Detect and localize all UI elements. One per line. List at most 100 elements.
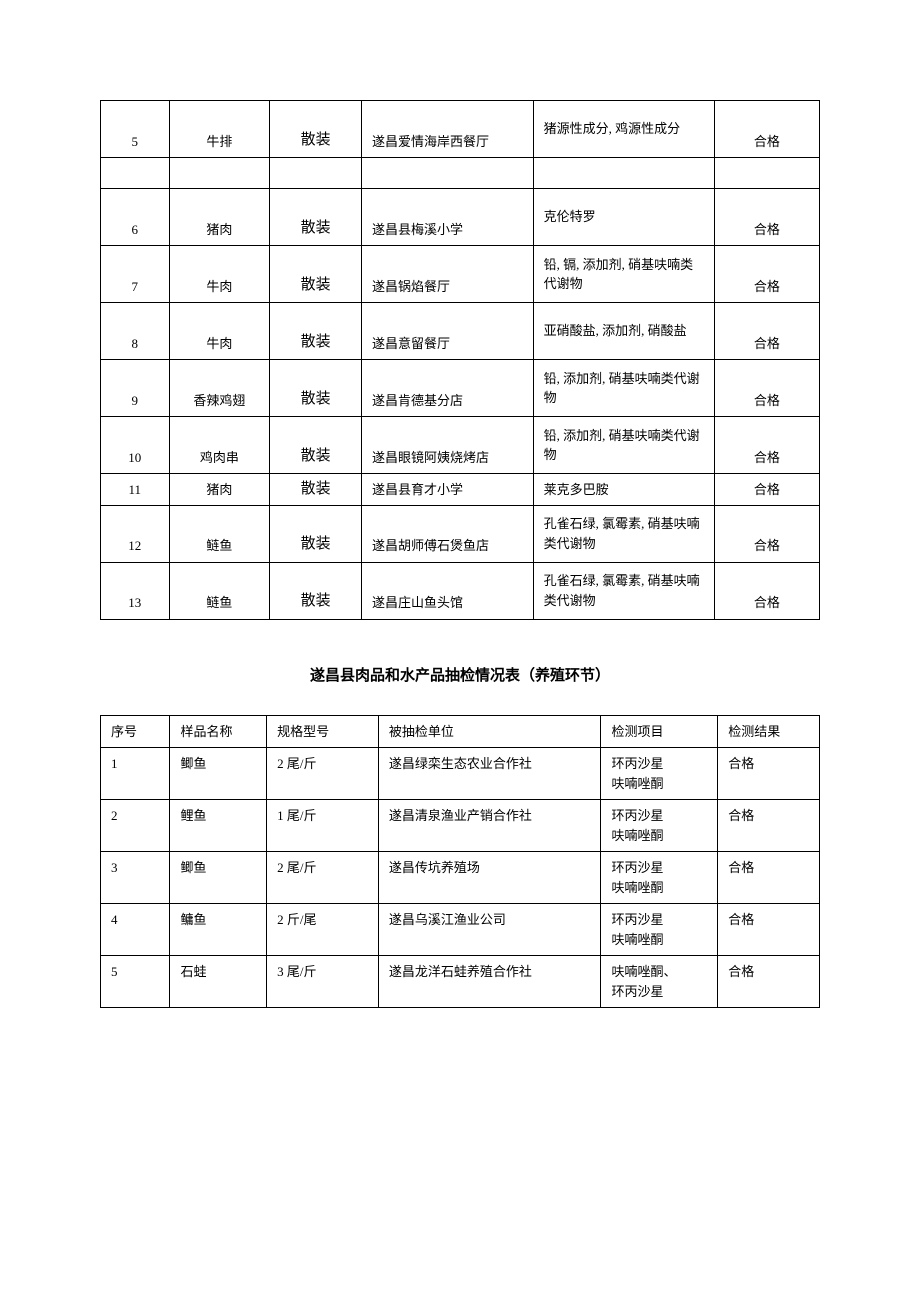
table-row: 10鸡肉串散装遂昌眼镜阿姨烧烤店铅, 添加剂, 硝基呋喃类代谢物合格 [101, 417, 820, 474]
cell-item: 孔雀石绿, 氯霉素, 硝基呋喃类代谢物 [533, 562, 714, 619]
cell-spec: 散装 [270, 189, 362, 246]
cell-unit: 遂昌县梅溪小学 [361, 189, 533, 246]
cell-seq: 1 [101, 748, 170, 800]
cell-result: 合格 [718, 852, 820, 904]
cell-spec: 散装 [270, 246, 362, 303]
cell-spec: 2 斤/尾 [267, 904, 379, 956]
cell-item: 猪源性成分, 鸡源性成分 [533, 101, 714, 158]
cell-item: 铅, 添加剂, 硝基呋喃类代谢物 [533, 360, 714, 417]
cell-item: 孔雀石绿, 氯霉素, 硝基呋喃类代谢物 [533, 505, 714, 562]
cell-unit: 遂昌清泉渔业产销合作社 [378, 800, 601, 852]
cell-name: 猪肉 [169, 189, 270, 246]
cell-seq: 4 [101, 904, 170, 956]
table-row: 13鲢鱼散装遂昌庄山鱼头馆孔雀石绿, 氯霉素, 硝基呋喃类代谢物合格 [101, 562, 820, 619]
cell-name: 香辣鸡翅 [169, 360, 270, 417]
cell-spec: 散装 [270, 303, 362, 360]
cell-seq: 5 [101, 956, 170, 1008]
cell-item: 克伦特罗 [533, 189, 714, 246]
cell-result: 合格 [714, 474, 819, 506]
cell-spec: 散装 [270, 101, 362, 158]
cell-result: 合格 [714, 246, 819, 303]
cell-seq: 11 [101, 474, 170, 506]
cell-seq: 7 [101, 246, 170, 303]
cell-result: 合格 [714, 189, 819, 246]
cell-result: 合格 [714, 101, 819, 158]
cell-name: 鲫鱼 [170, 748, 267, 800]
cell-seq: 12 [101, 505, 170, 562]
cell-spec: 散装 [270, 562, 362, 619]
table-row: 2鲤鱼1 尾/斤遂昌清泉渔业产销合作社环丙沙星 呋喃唑酮合格 [101, 800, 820, 852]
cell-result: 合格 [718, 956, 820, 1008]
table-row: 5牛排散装遂昌爱情海岸西餐厅猪源性成分, 鸡源性成分合格 [101, 101, 820, 158]
table-row: 11猪肉散装遂昌县育才小学莱克多巴胺合格 [101, 474, 820, 506]
cell-name: 鲢鱼 [169, 562, 270, 619]
header-result: 检测结果 [718, 715, 820, 748]
cell-result: 合格 [718, 800, 820, 852]
table-row: 7牛肉散装遂昌锅焰餐厅铅, 镉, 添加剂, 硝基呋喃类代谢物合格 [101, 246, 820, 303]
cell-unit: 遂昌锅焰餐厅 [361, 246, 533, 303]
cell-name: 猪肉 [169, 474, 270, 506]
cell-unit: 遂昌传坑养殖场 [378, 852, 601, 904]
cell-seq: 6 [101, 189, 170, 246]
cell-name: 牛肉 [169, 303, 270, 360]
cell-result: 合格 [714, 562, 819, 619]
cell-spec: 散装 [270, 505, 362, 562]
cell-result: 合格 [718, 748, 820, 800]
cell-item: 呋喃唑酮、 环丙沙星 [601, 956, 718, 1008]
cell-unit: 遂昌庄山鱼头馆 [361, 562, 533, 619]
cell-result: 合格 [714, 505, 819, 562]
header-seq: 序号 [101, 715, 170, 748]
table-header-row: 序号 样品名称 规格型号 被抽检单位 检测项目 检测结果 [101, 715, 820, 748]
cell-result: 合格 [714, 417, 819, 474]
cell-unit: 遂昌眼镜阿姨烧烤店 [361, 417, 533, 474]
cell-spec: 散装 [270, 360, 362, 417]
cell-name: 鲤鱼 [170, 800, 267, 852]
table-row: 3鲫鱼2 尾/斤遂昌传坑养殖场环丙沙星 呋喃唑酮合格 [101, 852, 820, 904]
header-spec: 规格型号 [267, 715, 379, 748]
table-row: 8牛肉散装遂昌意留餐厅亚硝酸盐, 添加剂, 硝酸盐合格 [101, 303, 820, 360]
cell-unit: 遂昌胡师傅石煲鱼店 [361, 505, 533, 562]
table-row: 9香辣鸡翅散装遂昌肯德基分店铅, 添加剂, 硝基呋喃类代谢物合格 [101, 360, 820, 417]
cell-spec: 2 尾/斤 [267, 748, 379, 800]
inspection-table-2: 序号 样品名称 规格型号 被抽检单位 检测项目 检测结果 1鲫鱼2 尾/斤遂昌绿… [100, 715, 820, 1009]
cell-spec: 2 尾/斤 [267, 852, 379, 904]
cell-seq: 10 [101, 417, 170, 474]
cell-result: 合格 [714, 303, 819, 360]
table-row: 6猪肉散装遂昌县梅溪小学克伦特罗合格 [101, 189, 820, 246]
cell-item: 环丙沙星 呋喃唑酮 [601, 904, 718, 956]
cell-seq: 13 [101, 562, 170, 619]
cell-name: 石蛙 [170, 956, 267, 1008]
cell-seq: 5 [101, 101, 170, 158]
cell-spec: 3 尾/斤 [267, 956, 379, 1008]
table-row: 1鲫鱼2 尾/斤遂昌绿栾生态农业合作社环丙沙星 呋喃唑酮合格 [101, 748, 820, 800]
cell-result: 合格 [718, 904, 820, 956]
cell-item: 铅, 镉, 添加剂, 硝基呋喃类代谢物 [533, 246, 714, 303]
empty-row [101, 158, 820, 189]
table-row: 5石蛙3 尾/斤遂昌龙洋石蛙养殖合作社呋喃唑酮、 环丙沙星合格 [101, 956, 820, 1008]
cell-seq: 9 [101, 360, 170, 417]
header-name: 样品名称 [170, 715, 267, 748]
cell-item: 亚硝酸盐, 添加剂, 硝酸盐 [533, 303, 714, 360]
cell-seq: 8 [101, 303, 170, 360]
header-item: 检测项目 [601, 715, 718, 748]
cell-name: 鸡肉串 [169, 417, 270, 474]
table-row: 12鲢鱼散装遂昌胡师傅石煲鱼店孔雀石绿, 氯霉素, 硝基呋喃类代谢物合格 [101, 505, 820, 562]
cell-item: 环丙沙星 呋喃唑酮 [601, 852, 718, 904]
cell-spec: 散装 [270, 417, 362, 474]
cell-name: 鳙鱼 [170, 904, 267, 956]
cell-item: 环丙沙星 呋喃唑酮 [601, 800, 718, 852]
cell-unit: 遂昌肯德基分店 [361, 360, 533, 417]
cell-spec: 散装 [270, 474, 362, 506]
cell-name: 鲢鱼 [169, 505, 270, 562]
cell-item: 铅, 添加剂, 硝基呋喃类代谢物 [533, 417, 714, 474]
cell-item: 莱克多巴胺 [533, 474, 714, 506]
cell-name: 牛肉 [169, 246, 270, 303]
header-unit: 被抽检单位 [378, 715, 601, 748]
cell-unit: 遂昌意留餐厅 [361, 303, 533, 360]
cell-item: 环丙沙星 呋喃唑酮 [601, 748, 718, 800]
table-row: 4鳙鱼2 斤/尾遂昌乌溪江渔业公司环丙沙星 呋喃唑酮合格 [101, 904, 820, 956]
cell-result: 合格 [714, 360, 819, 417]
cell-spec: 1 尾/斤 [267, 800, 379, 852]
cell-unit: 遂昌爱情海岸西餐厅 [361, 101, 533, 158]
cell-unit: 遂昌绿栾生态农业合作社 [378, 748, 601, 800]
